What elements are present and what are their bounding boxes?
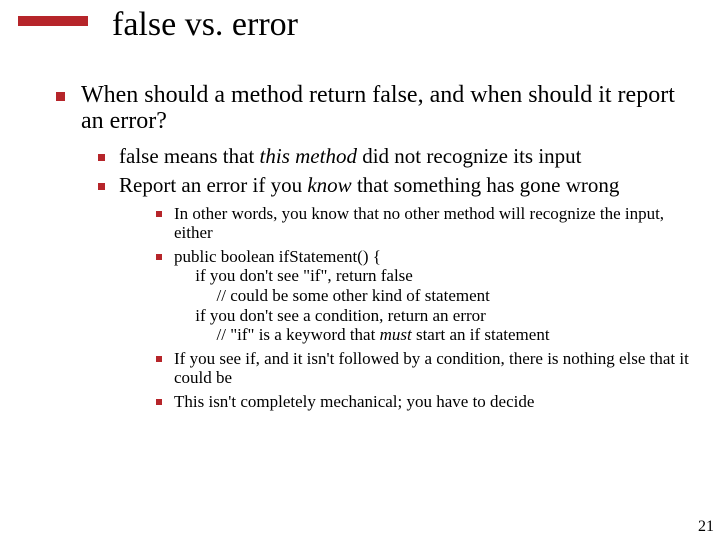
- bullet-text: This isn't completely mechanical; you ha…: [174, 392, 534, 412]
- code-line: public boolean ifStatement() {: [174, 247, 381, 266]
- slide-title: false vs. error: [112, 6, 298, 44]
- bullet-icon: [156, 211, 162, 217]
- bullet-icon: [98, 183, 105, 190]
- slide-body: When should a method return false, and w…: [56, 82, 696, 415]
- bullet-lvl1: When should a method return false, and w…: [56, 82, 696, 135]
- page-number: 21: [698, 518, 714, 536]
- bullet-lvl3: This isn't completely mechanical; you ha…: [156, 392, 696, 412]
- bullet-lvl2: false means that this method did not rec…: [98, 145, 696, 169]
- slide: false vs. error When should a method ret…: [0, 0, 720, 540]
- bullet-icon: [156, 356, 162, 362]
- bullet-lvl3: If you see if, and it isn't followed by …: [156, 349, 696, 388]
- title-rest: vs. error: [176, 6, 298, 43]
- italic-text: this method: [260, 144, 357, 168]
- bullet-text: In other words, you know that no other m…: [174, 204, 696, 243]
- text: When should a method return: [81, 82, 372, 108]
- code-line: start an if statement: [412, 325, 550, 344]
- code-line: // "if" is a keyword that: [174, 325, 380, 344]
- code-text: if: [245, 349, 255, 368]
- code-line: // could be some other kind of statement: [174, 286, 490, 305]
- text: Report an error if you: [119, 173, 307, 197]
- bullet-lvl3-code: public boolean ifStatement() { if you do…: [156, 247, 696, 345]
- text: that something has gone wrong: [352, 173, 620, 197]
- text: If you see: [174, 349, 245, 368]
- bullet-icon: [56, 92, 65, 101]
- code-line: if you don't see "if", return false: [174, 266, 413, 285]
- code-text: false: [372, 82, 417, 108]
- italic-text: know: [307, 173, 351, 197]
- code-block: public boolean ifStatement() { if you do…: [174, 247, 550, 345]
- bullet-text: If you see if, and it isn't followed by …: [174, 349, 696, 388]
- bullet-text: Report an error if you know that somethi…: [119, 174, 619, 198]
- text: did not recognize its input: [357, 144, 582, 168]
- bullet-icon: [156, 254, 162, 260]
- title-code: false: [112, 6, 176, 43]
- title-accent-bar: [18, 16, 88, 26]
- bullet-lvl2: Report an error if you know that somethi…: [98, 174, 696, 198]
- code-line: if you don't see a condition, return an …: [174, 306, 486, 325]
- italic-text: must: [380, 325, 412, 344]
- bullet-text: false means that this method did not rec…: [119, 145, 582, 169]
- text: means that: [159, 144, 260, 168]
- bullet-text: When should a method return false, and w…: [81, 82, 696, 135]
- code-text: false: [119, 144, 159, 168]
- bullet-icon: [98, 154, 105, 161]
- bullet-icon: [156, 399, 162, 405]
- bullet-lvl3: In other words, you know that no other m…: [156, 204, 696, 243]
